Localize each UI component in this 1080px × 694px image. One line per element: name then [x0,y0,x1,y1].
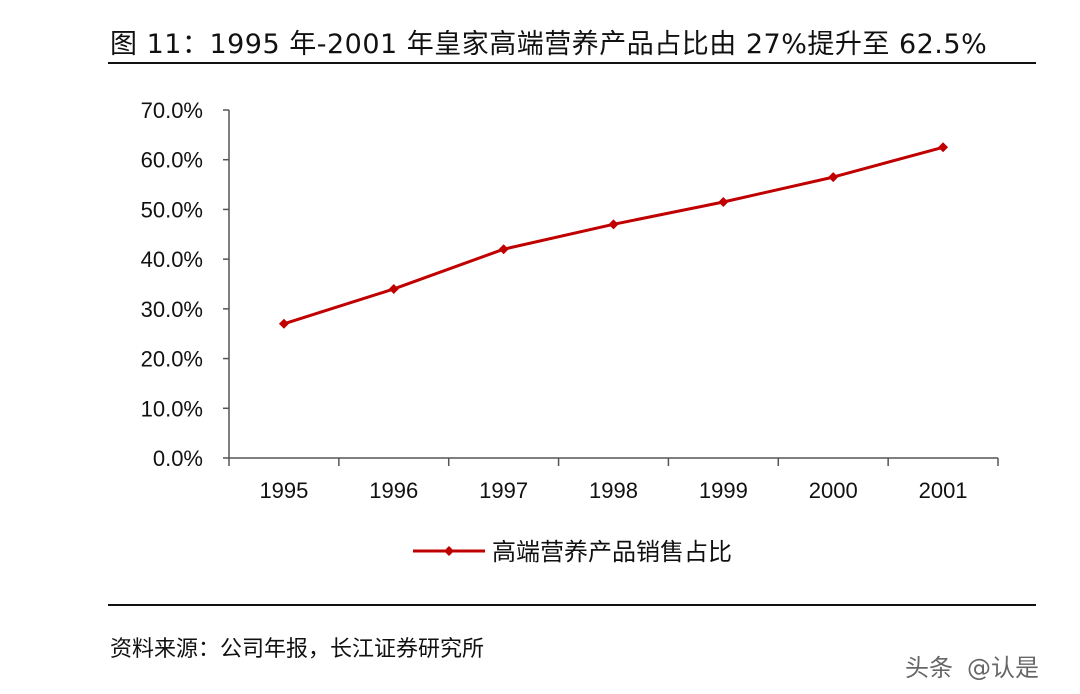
data-point-marker [388,283,399,294]
data-point-marker [828,172,839,183]
x-axis: 1995 1996 1997 1998 1999 2000 2001 [228,457,999,503]
x-tick-label: 1997 [479,478,528,503]
legend: 高端营养产品销售占比 [413,538,732,566]
data-point-marker [718,196,729,207]
y-tick-label: 30.0% [141,297,203,322]
y-tick-label: 50.0% [141,197,203,222]
y-tick-label: 70.0% [141,98,203,123]
x-tick-label: 1995 [259,478,308,503]
y-tick-label: 0.0% [153,446,203,471]
x-tick-label: 2000 [809,478,858,503]
watermark-platform: 头条 [905,654,953,682]
y-tick-label: 10.0% [141,396,203,421]
source-note: 资料来源：公司年报，长江证券研究所 [110,637,485,662]
data-point-marker [938,142,949,153]
legend-label: 高端营养产品销售占比 [492,538,732,566]
series-layer [278,142,949,329]
watermark-account: @认是 [967,654,1039,682]
y-tick-label: 40.0% [141,247,203,272]
y-axis: 0.0% 10.0% 20.0% 30.0% 40.0% 50.0% 60.0% 70.0% [141,98,230,471]
data-point-marker [278,318,289,329]
line-chart: 0.0%10.0%20.0%30.0%40.0%50.0%60.0%70.0% … [141,98,999,566]
legend-marker [444,546,454,556]
y-tick-label: 60.0% [141,148,203,173]
x-tick-label: 1996 [369,478,418,503]
title-rule [108,62,1036,64]
data-point-marker [498,244,509,255]
watermark: 头条 @认是 [905,628,1080,690]
figure-title: 图 11：1995 年-2001 年皇家高端营养产品占比由 27%提升至 62.… [110,29,988,60]
x-tick-label: 2001 [919,478,968,503]
y-tick-label: 20.0% [141,347,203,372]
series-line [282,145,945,326]
x-tick-label: 1998 [589,478,638,503]
x-tick-label: 1999 [699,478,748,503]
source-rule [108,604,1036,606]
data-point-marker [608,219,619,230]
